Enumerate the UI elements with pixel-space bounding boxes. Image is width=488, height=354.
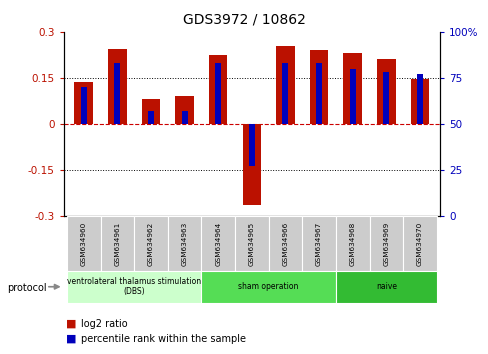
Bar (268, 216, 302, 271)
Text: GSM634962: GSM634962 (148, 221, 154, 266)
Text: GSM634970: GSM634970 (416, 221, 422, 266)
Text: GSM634964: GSM634964 (215, 221, 221, 266)
Text: GSM634961: GSM634961 (114, 221, 120, 266)
Bar (383, 72, 388, 124)
Bar (134, 216, 167, 271)
Bar (349, 69, 355, 124)
Bar (81, 87, 86, 124)
Text: naive: naive (375, 282, 396, 291)
Bar (343, 53, 361, 124)
Text: GSM634968: GSM634968 (349, 221, 355, 266)
Text: ■: ■ (66, 334, 76, 344)
Bar (201, 216, 235, 271)
Bar (335, 271, 436, 303)
Bar (181, 111, 187, 124)
Text: percentile rank within the sample: percentile rank within the sample (81, 334, 245, 344)
Text: GDS3972 / 10862: GDS3972 / 10862 (183, 12, 305, 27)
Text: ■: ■ (66, 319, 76, 329)
Text: log2 ratio: log2 ratio (81, 319, 127, 329)
Text: protocol: protocol (7, 283, 47, 293)
Text: GSM634963: GSM634963 (181, 221, 187, 266)
Bar (335, 216, 369, 271)
Bar (167, 216, 201, 271)
Text: GSM634967: GSM634967 (315, 221, 322, 266)
Bar (235, 216, 268, 271)
Bar (101, 216, 134, 271)
Bar (315, 63, 322, 124)
Bar (309, 50, 327, 124)
Bar (208, 55, 227, 124)
Bar (242, 124, 261, 205)
Bar (402, 216, 436, 271)
Text: GSM634966: GSM634966 (282, 221, 288, 266)
Text: ventrolateral thalamus stimulation
(DBS): ventrolateral thalamus stimulation (DBS) (67, 277, 201, 296)
Bar (282, 63, 288, 124)
Text: sham operation: sham operation (238, 282, 298, 291)
Bar (67, 216, 101, 271)
Bar (410, 79, 428, 124)
Bar (175, 96, 193, 124)
Text: GSM634969: GSM634969 (383, 221, 388, 266)
Bar (276, 46, 294, 124)
Bar (376, 59, 395, 124)
Bar (201, 271, 335, 303)
Bar (416, 74, 422, 124)
Bar (302, 216, 335, 271)
Bar (148, 111, 154, 124)
Bar (142, 99, 160, 124)
Bar (108, 49, 126, 124)
Bar (114, 63, 120, 124)
Text: GSM634965: GSM634965 (248, 221, 254, 266)
Bar (74, 82, 93, 124)
Bar (369, 216, 402, 271)
Bar (67, 271, 201, 303)
Bar (248, 124, 254, 166)
Text: GSM634960: GSM634960 (81, 221, 86, 266)
Bar (215, 63, 221, 124)
